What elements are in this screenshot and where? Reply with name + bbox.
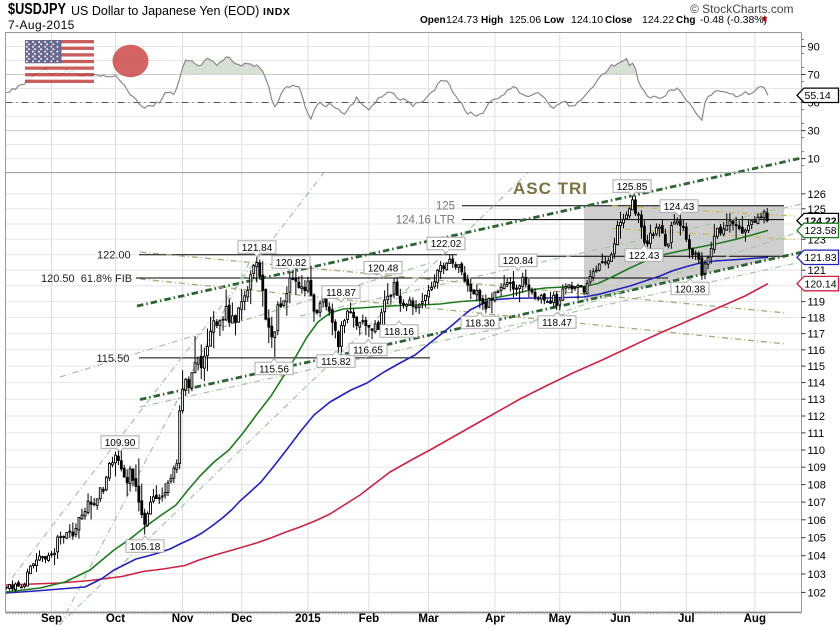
svg-text:121.84: 121.84 bbox=[242, 243, 273, 254]
svg-text:107: 107 bbox=[808, 497, 826, 509]
svg-text:124.43: 124.43 bbox=[664, 202, 695, 213]
svg-text:110: 110 bbox=[808, 445, 826, 457]
svg-text:115.82: 115.82 bbox=[321, 357, 351, 368]
svg-text:113: 113 bbox=[808, 394, 826, 406]
svg-text:118: 118 bbox=[808, 313, 826, 325]
svg-text:126: 126 bbox=[808, 189, 826, 201]
svg-text:70: 70 bbox=[808, 70, 820, 82]
svg-text:118.87: 118.87 bbox=[326, 288, 356, 299]
svg-text:118.30: 118.30 bbox=[465, 318, 495, 329]
svg-text:Jul: Jul bbox=[678, 613, 695, 625]
svg-text:109.90: 109.90 bbox=[105, 438, 136, 449]
svg-text:114: 114 bbox=[808, 378, 826, 390]
svg-text:103: 103 bbox=[808, 569, 826, 581]
svg-text:115.56: 115.56 bbox=[259, 364, 289, 375]
svg-text:125: 125 bbox=[436, 201, 455, 213]
svg-text:120.82: 120.82 bbox=[276, 258, 307, 269]
svg-text:118.16: 118.16 bbox=[384, 327, 414, 338]
svg-text:May: May bbox=[549, 613, 572, 625]
svg-text:108: 108 bbox=[808, 480, 826, 492]
svg-text:116.65: 116.65 bbox=[353, 345, 383, 356]
svg-text:105.18: 105.18 bbox=[130, 542, 161, 553]
svg-text:Jun: Jun bbox=[610, 613, 630, 625]
svg-text:104: 104 bbox=[808, 551, 826, 563]
svg-text:10: 10 bbox=[808, 154, 820, 166]
svg-text:122.43: 122.43 bbox=[629, 251, 660, 262]
svg-text:Dec: Dec bbox=[231, 613, 253, 625]
svg-text:118.47: 118.47 bbox=[542, 318, 572, 329]
svg-text:111: 111 bbox=[808, 428, 825, 440]
svg-text:120.50 61.8% FIB: 120.50 61.8% FIB bbox=[41, 273, 132, 285]
svg-text:105: 105 bbox=[808, 533, 826, 545]
svg-text:115.50: 115.50 bbox=[97, 353, 130, 365]
svg-text:Apr: Apr bbox=[485, 613, 505, 625]
svg-text:55.14: 55.14 bbox=[805, 90, 831, 102]
svg-text:122.00: 122.00 bbox=[97, 250, 131, 262]
svg-text:Mar: Mar bbox=[418, 613, 439, 625]
svg-text:121.83: 121.83 bbox=[805, 252, 837, 264]
svg-text:124.16 LTR: 124.16 LTR bbox=[396, 215, 455, 227]
svg-text:ASC TRI: ASC TRI bbox=[513, 179, 588, 198]
svg-text:117: 117 bbox=[808, 329, 826, 341]
svg-text:2015: 2015 bbox=[295, 613, 321, 625]
svg-text:Oct: Oct bbox=[106, 613, 125, 625]
svg-text:120.38: 120.38 bbox=[675, 284, 706, 295]
svg-text:120.14: 120.14 bbox=[805, 278, 837, 290]
svg-text:122.02: 122.02 bbox=[431, 239, 462, 250]
svg-text:121: 121 bbox=[808, 265, 826, 277]
svg-text:Nov: Nov bbox=[172, 613, 194, 625]
svg-text:Aug: Aug bbox=[744, 613, 766, 625]
svg-text:106: 106 bbox=[808, 515, 826, 527]
svg-text:Feb: Feb bbox=[359, 613, 379, 625]
svg-text:123.58: 123.58 bbox=[805, 225, 837, 237]
svg-text:120.84: 120.84 bbox=[503, 256, 534, 267]
svg-text:90: 90 bbox=[808, 42, 820, 54]
svg-text:102: 102 bbox=[808, 587, 826, 599]
svg-text:116: 116 bbox=[808, 345, 826, 357]
svg-text:125.85: 125.85 bbox=[617, 182, 648, 193]
svg-text:115: 115 bbox=[808, 361, 826, 373]
svg-text:120.48: 120.48 bbox=[368, 264, 399, 275]
svg-text:119: 119 bbox=[808, 297, 826, 309]
svg-text:30: 30 bbox=[808, 126, 820, 138]
svg-text:Sep: Sep bbox=[41, 613, 62, 625]
svg-text:112: 112 bbox=[808, 411, 826, 423]
svg-text:109: 109 bbox=[808, 462, 826, 474]
